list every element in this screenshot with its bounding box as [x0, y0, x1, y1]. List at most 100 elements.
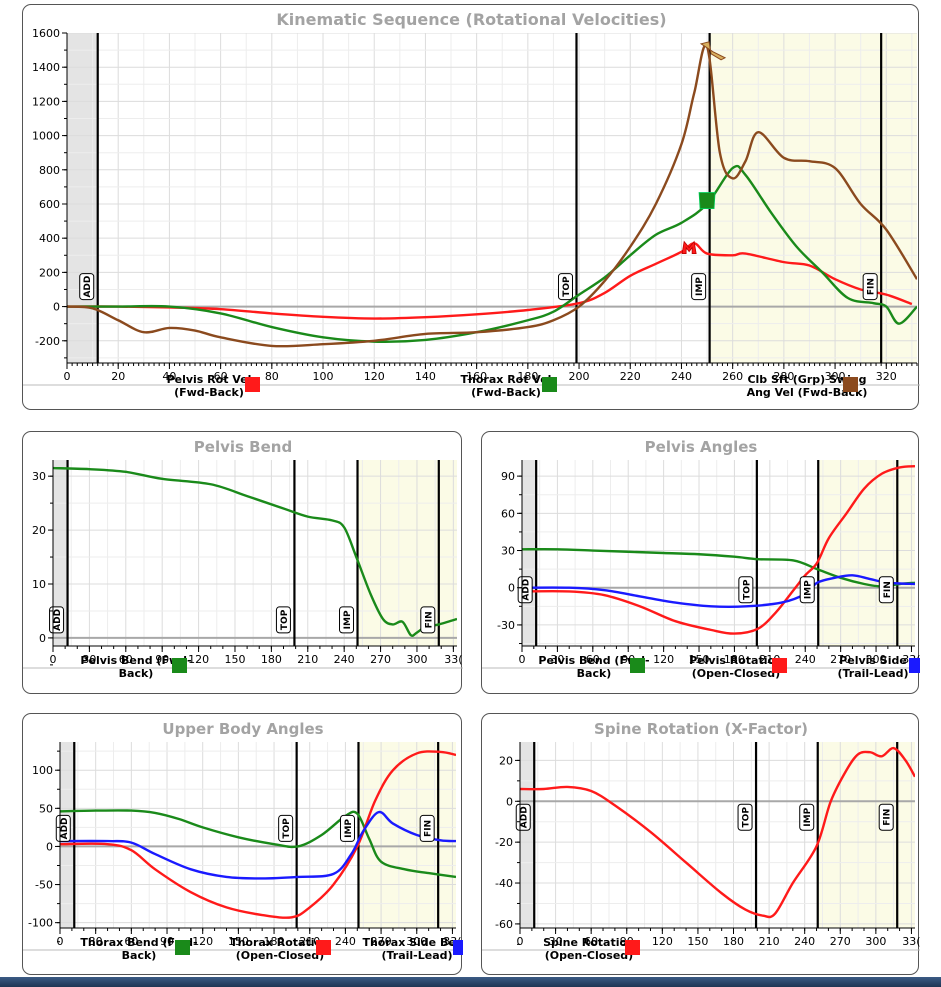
- series-line-green: [522, 547, 915, 588]
- x-tick-label: 90: [155, 653, 169, 666]
- x-tick-label: 30: [89, 935, 103, 948]
- pangles-plot-area: [522, 460, 915, 646]
- x-tick-label: 200: [569, 370, 590, 383]
- y-tick-label: -30: [497, 619, 515, 632]
- pangles-title: Pelvis Angles: [645, 438, 758, 456]
- event-label-text: IMP: [343, 610, 353, 629]
- kin-plot-area: [67, 33, 917, 363]
- event-label-text: TOP: [282, 818, 292, 839]
- y-tick-label: 10: [32, 578, 46, 591]
- x-tick-label: 240: [671, 370, 692, 383]
- series-line-red: [520, 746, 915, 919]
- x-tick-label: 220: [620, 370, 641, 383]
- series-line-green: [67, 164, 917, 343]
- legend-label: Pelvis Bend (Fwd-: [80, 654, 191, 667]
- pbend-plot-area: [53, 460, 457, 646]
- series-line-green: [60, 809, 456, 879]
- legend-label: (Open-Closed): [692, 667, 780, 680]
- y-tick-label: 0: [39, 632, 46, 645]
- x-tick-label: 320: [876, 370, 897, 383]
- legend-label: Thorax Side Bend: [362, 936, 463, 949]
- x-tick-label: 30: [549, 935, 563, 948]
- event-label-text: ADD: [522, 579, 532, 601]
- upper-plot-area: [60, 742, 456, 928]
- x-tick-label: 210: [299, 935, 320, 948]
- legend-entry-green: Pelvis Bend (Fwd-Back): [80, 654, 191, 680]
- y-tick-label: 20: [32, 524, 46, 537]
- event-label-fin: FIN: [878, 803, 894, 831]
- y-tick-label: 400: [39, 232, 60, 245]
- y-tick-label: -60: [495, 918, 513, 931]
- x-tick-label: 260: [722, 370, 743, 383]
- y-tick-label: 1000: [32, 130, 60, 143]
- event-label-imp: IMP: [799, 576, 815, 604]
- x-tick-label: 20: [111, 370, 125, 383]
- x-tick-label: 60: [584, 935, 598, 948]
- x-tick-label: 100: [313, 370, 334, 383]
- event-label-box: [878, 803, 894, 831]
- pangles-chart: Pelvis Angles ADD TOP IMP FIN 0 30 60 90 120 150 18…: [482, 438, 920, 680]
- x-tick-label: 80: [265, 370, 279, 383]
- x-tick-label: 270: [370, 653, 391, 666]
- legend-label: Clb Sft (Grp) Swing: [747, 373, 866, 386]
- event-label-add: ADD: [515, 803, 531, 831]
- event-label-box: [278, 814, 294, 842]
- legend-entry-green: Thorax Bend (Fwd-Back): [80, 936, 197, 962]
- event-label-top: TOP: [278, 814, 294, 842]
- upper-chart: Upper Body Angles ADD TOP IMP FIN 0 30 60 90 120 1…: [23, 720, 463, 962]
- x-tick-label: 60: [214, 370, 228, 383]
- event-label-box: [737, 803, 753, 831]
- y-tick-label: -20: [495, 836, 513, 849]
- x-tick-label: 0: [64, 370, 71, 383]
- event-label-add: ADD: [517, 576, 533, 604]
- x-tick-label: 240: [795, 653, 816, 666]
- legend-entry-blue: Pelvis Side(Trail-Lead): [837, 654, 920, 680]
- legend-label: (Fwd-Back): [471, 386, 541, 399]
- event-label-text: ADD: [53, 609, 63, 631]
- y-tick-label: -100: [28, 917, 53, 930]
- event-label-fin: FIN: [878, 576, 894, 604]
- x-tick-label: 33(: [444, 653, 462, 666]
- x-tick-label: 180: [723, 935, 744, 948]
- thorax-peak-marker: [698, 192, 716, 209]
- event-label-text: FIN: [883, 809, 893, 826]
- follow-through-shade: [358, 742, 456, 928]
- legend-swatch-green: [630, 658, 645, 673]
- follow-through-shade: [709, 33, 917, 363]
- event-label-fin: FIN: [419, 814, 435, 842]
- event-label-text: FIN: [424, 611, 434, 628]
- event-label-box: [862, 273, 878, 301]
- event-label-text: IMP: [344, 819, 354, 838]
- upper-title: Upper Body Angles: [162, 720, 323, 738]
- legend-label: Thorax Rotation: [230, 936, 330, 949]
- legend-entry-red: Spine Rotation(Open-Closed): [543, 936, 640, 962]
- legend-swatch-red: [245, 377, 260, 392]
- event-label-text: FIN: [883, 581, 893, 598]
- y-tick-label: 1600: [32, 27, 60, 40]
- legend-swatch-blue: [453, 940, 463, 955]
- y-tick-label: 50: [39, 802, 53, 815]
- event-label-add: ADD: [55, 814, 71, 842]
- legend-label: Thorax Bend (Fwd-: [80, 936, 197, 949]
- legend-label: (Fwd-Back): [174, 386, 244, 399]
- x-tick-label: 120: [364, 370, 385, 383]
- follow-through-shade: [818, 460, 915, 646]
- pelvis-angles-panel: Pelvis Angles ADD TOP IMP FIN 0 30 60 90 120 150 18…: [481, 431, 920, 694]
- x-tick-label: 150: [687, 935, 708, 948]
- x-tick-label: 33(: [902, 935, 920, 948]
- legend-entry-green: Pelvis Bend (Fwd-Back): [538, 654, 649, 680]
- address-shade: [522, 460, 537, 646]
- x-tick-label: 180: [261, 653, 282, 666]
- legend-swatch-green: [175, 940, 190, 955]
- event-label-text: IMP: [803, 807, 813, 826]
- x-tick-label: 300: [866, 653, 887, 666]
- event-label-text: FIN: [867, 278, 877, 295]
- y-tick-label: 1400: [32, 61, 60, 74]
- event-label-box: [738, 576, 754, 604]
- x-tick-label: 0: [517, 935, 524, 948]
- x-tick-label: 40: [162, 370, 176, 383]
- y-tick-label: 100: [32, 764, 53, 777]
- event-label-box: [799, 803, 815, 831]
- event-label-text: TOP: [742, 579, 752, 600]
- event-label-fin: FIN: [862, 273, 878, 301]
